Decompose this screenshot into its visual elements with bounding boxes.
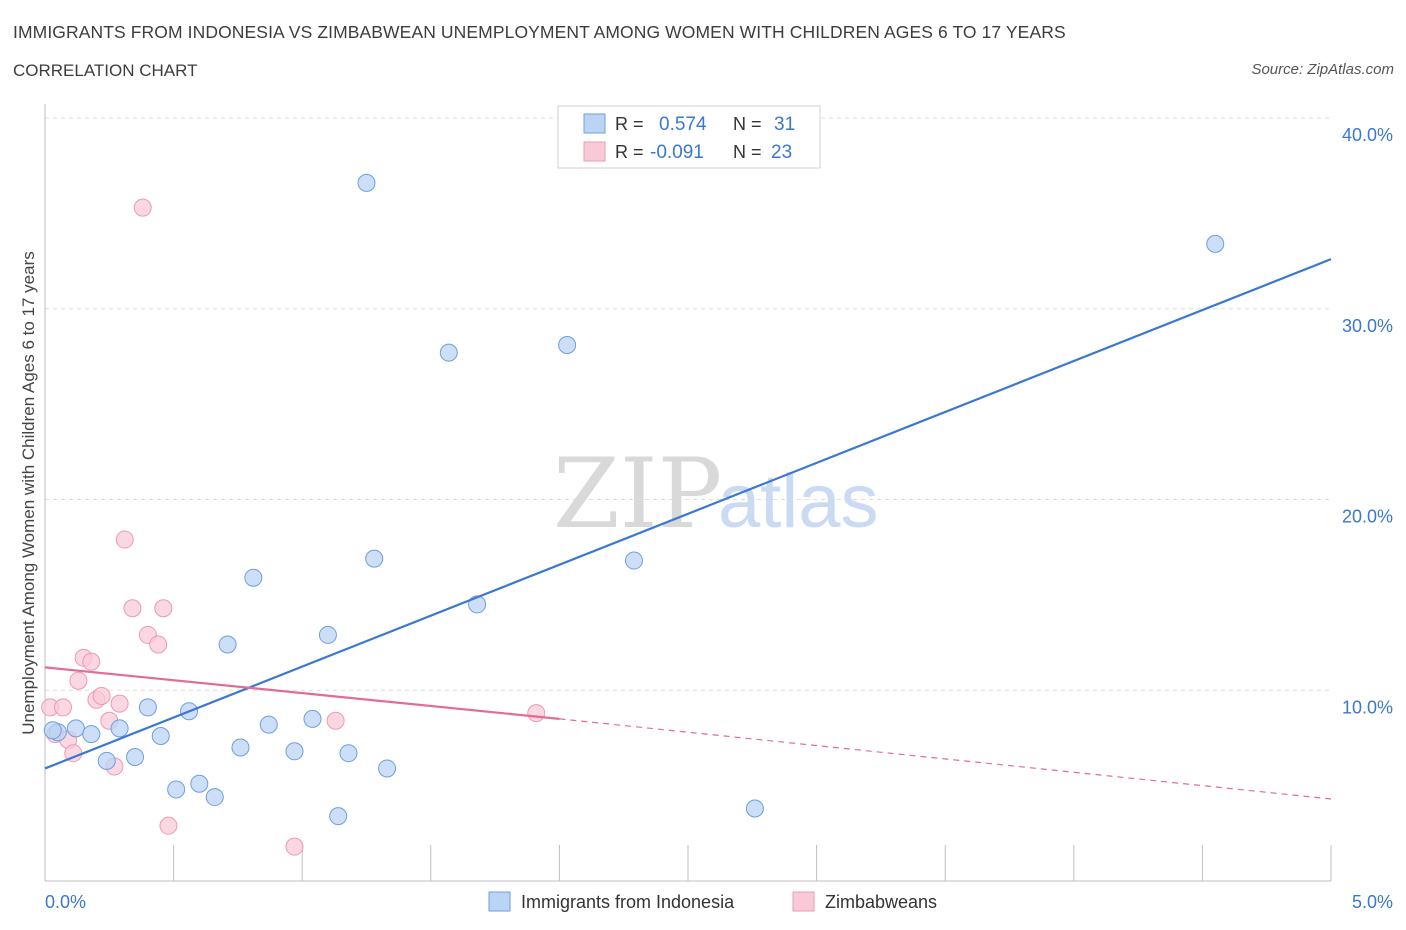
indonesia-point: [259, 715, 278, 734]
indonesia-point: [285, 742, 304, 761]
y-tick-label: 40.0%: [1342, 125, 1393, 145]
tick-labels: 10.0% 20.0% 30.0% 40.0% 0.0% 5.0%: [45, 125, 1393, 912]
indonesia-trend-line: [44, 258, 1332, 770]
watermark-atlas: atlas: [718, 459, 879, 544]
x-tick-label: 0.0%: [45, 892, 86, 912]
stats-r-label-indonesia: R =: [615, 114, 644, 134]
indonesia-point: [339, 744, 358, 763]
zimbabweans-point: [110, 694, 129, 713]
stats-n-value-zimbabweans: 23: [771, 142, 792, 163]
stats-swatch-zimbabweans: [583, 141, 606, 162]
indonesia-point: [82, 725, 101, 744]
trend-lines: [44, 258, 1332, 800]
grid: [45, 117, 1331, 691]
indonesia-point: [97, 751, 116, 770]
indonesia-point: [624, 551, 643, 570]
zimbabweans-point: [123, 599, 142, 618]
legend-label-zimbabweans: Zimbabweans: [825, 892, 937, 912]
indonesia-point: [126, 748, 145, 767]
source-credit: Source: ZipAtlas.com: [1251, 61, 1394, 78]
indonesia-point: [138, 698, 157, 717]
legend-swatch-zimbabweans: [792, 891, 815, 912]
stats-r-value-indonesia: 0.574: [659, 114, 707, 135]
indonesia-point: [558, 335, 577, 354]
zimbabweans-point: [82, 652, 101, 671]
stats-swatch-indonesia: [583, 113, 606, 134]
indonesia-point: [167, 780, 186, 799]
indonesia-point: [745, 799, 764, 818]
zimbabweans-point: [92, 686, 111, 705]
zimbabweans-point: [159, 816, 178, 835]
y-axis-label: Unemployment Among Women with Children A…: [19, 251, 38, 735]
indonesia-point: [357, 173, 376, 192]
chart-subtitle: CORRELATION CHART: [13, 61, 198, 80]
zimbabweans-point: [115, 530, 134, 549]
zimbabweans-trend-line-extension: [559, 718, 1332, 800]
indonesia-point: [1206, 234, 1225, 253]
indonesia-point: [329, 807, 348, 826]
indonesia-point: [110, 719, 129, 738]
indonesia-point: [205, 788, 224, 807]
zimbabweans-point: [54, 698, 73, 717]
stats-n-label-indonesia: N =: [733, 114, 762, 134]
watermark-zip: ZIP: [553, 438, 722, 550]
zimbabweans-points: [41, 198, 546, 856]
y-tick-label: 10.0%: [1342, 697, 1393, 717]
stats-n-label-zimbabweans: N =: [733, 142, 762, 162]
zimbabweans-point: [133, 198, 152, 217]
stats-r-value-zimbabweans: -0.091: [650, 142, 704, 163]
indonesia-point: [231, 738, 250, 757]
indonesia-point: [190, 774, 209, 793]
zimbabweans-point: [69, 671, 88, 690]
stats-legend: R = 0.574 N = 31 R = -0.091 N = 23: [557, 105, 821, 169]
indonesia-points: [43, 173, 1225, 826]
zipatlas-watermark: ZIP atlas: [553, 438, 879, 550]
indonesia-point: [151, 727, 170, 746]
y-tick-label: 20.0%: [1342, 507, 1393, 527]
indonesia-point: [378, 759, 397, 778]
zimbabweans-point: [326, 711, 345, 730]
x-tick-label: 5.0%: [1352, 892, 1393, 912]
zimbabweans-point: [285, 837, 304, 856]
zimbabweans-point: [527, 704, 546, 723]
indonesia-point: [244, 568, 263, 587]
legend-label-indonesia: Immigrants from Indonesia: [521, 892, 735, 912]
indonesia-point: [365, 549, 384, 568]
indonesia-point: [218, 635, 237, 654]
indonesia-point: [43, 721, 62, 740]
series-legend: Immigrants from Indonesia Zimbabweans: [488, 891, 937, 912]
legend-swatch-indonesia: [488, 891, 511, 912]
zimbabweans-point: [149, 635, 168, 654]
indonesia-point: [66, 719, 85, 738]
y-tick-label: 30.0%: [1342, 316, 1393, 336]
indonesia-point: [318, 625, 337, 644]
stats-r-label-zimbabweans: R =: [615, 142, 644, 162]
stats-n-value-indonesia: 31: [774, 114, 795, 135]
zimbabweans-point: [154, 599, 173, 618]
chart-title: IMMIGRANTS FROM INDONESIA VS ZIMBABWEAN …: [13, 22, 1066, 42]
zimbabweans-trend-line: [44, 666, 560, 720]
indonesia-point: [303, 709, 322, 728]
indonesia-point: [439, 343, 458, 362]
